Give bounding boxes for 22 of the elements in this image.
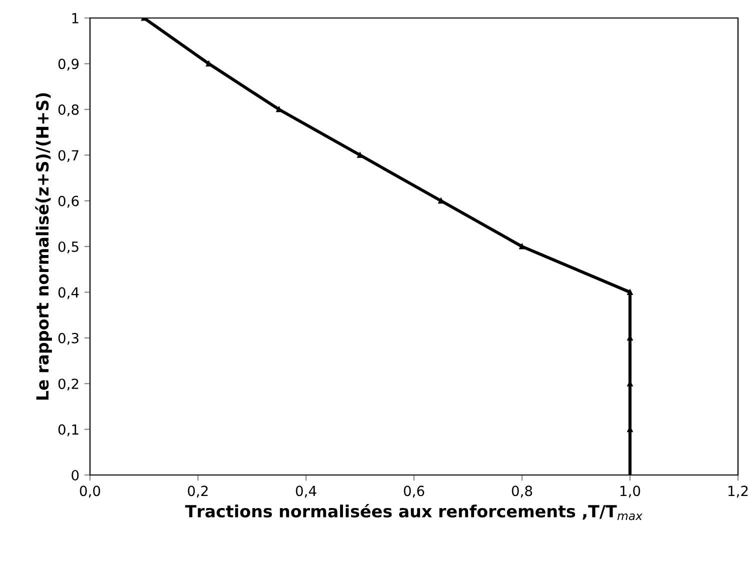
y-tick-label: 0,8 [58,104,79,116]
y-tick-label: 1 [72,13,78,24]
x-tick-label: 0,6 [404,486,424,498]
x-tick-label: 0,8 [512,486,532,498]
y-tick-label: 0,5 [58,241,78,254]
y-tick-label: 0 [72,470,79,480]
y-tick-label: 0,9 [58,58,79,71]
x-tick-label: 1,2 [728,486,748,498]
point [519,244,525,250]
y-tick-label: 0,6 [58,196,79,208]
y-tick-label: 0,3 [58,332,78,345]
y-tick-label: 0,1 [58,424,78,436]
x-tick-label: 0,0 [80,486,100,498]
x-axis-title: Tractions normalisées aux renforcements ,T/T$_{max}$ [185,504,643,520]
x-tick-label: 0,2 [188,486,208,498]
y-tick-label: 0,2 [58,378,78,390]
y-tick-label: 0,4 [58,287,79,300]
x-tick-label: 0,4 [296,486,316,498]
x-tick-label: 1,0 [620,486,640,498]
y-axis-title: Le rapport normalisé(z+S)/(H+S) [35,93,52,400]
point [627,289,633,295]
y-tick-label: 0,7 [58,150,78,162]
